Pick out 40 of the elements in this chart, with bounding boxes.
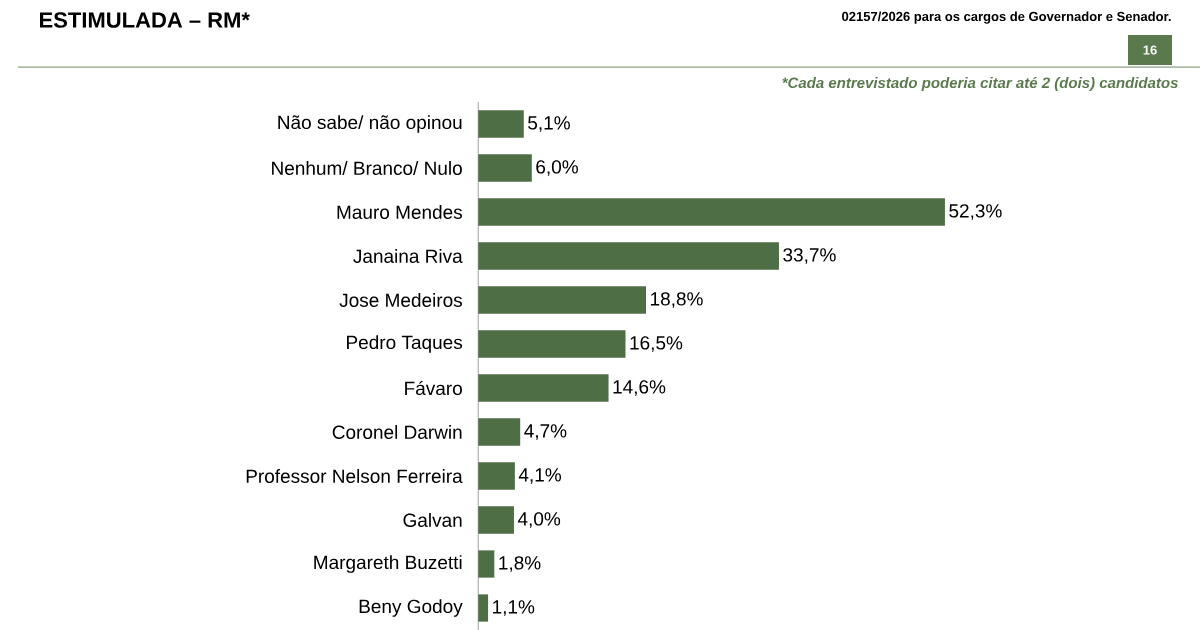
data-label: 5,1% (528, 116, 570, 132)
bar (478, 418, 521, 446)
y-tick-label: Professor Nelson Ferreira (246, 469, 463, 483)
y-tick-label: Beny Godoy (359, 599, 463, 617)
data-label: 52,3% (949, 204, 1002, 220)
data-label: 4,1% (518, 468, 562, 484)
data-label: 14,6% (613, 380, 666, 396)
bar (478, 286, 647, 314)
text: 16 (1143, 45, 1157, 55)
data-label: 18,8% (650, 292, 703, 308)
y-tick-label: Pedro Taques (347, 335, 463, 353)
data-label: 33,7% (783, 248, 836, 264)
data-label: 4,7% (524, 424, 567, 440)
data-label: 16,5% (630, 336, 683, 352)
y-tick-label: Janaina Riva (353, 249, 463, 263)
bar (478, 330, 626, 358)
bar (478, 462, 515, 490)
bar (478, 506, 514, 534)
data-label: 1,1% (493, 600, 535, 616)
bar (478, 242, 779, 270)
text: *Cada entrevistado poderia citar até 2 (dois) candidatos (782, 76, 1178, 92)
y-tick-label: Galvan (403, 513, 462, 527)
bar (478, 198, 945, 226)
bar (478, 374, 609, 402)
text: 02157/2026 para os cargos de Governador e Senador. (842, 11, 1171, 24)
bar (478, 154, 532, 182)
y-tick-label: Jose Medeiros (339, 293, 463, 307)
y-tick-label: Não sabe/ não opinou (278, 115, 462, 133)
y-tick-label: Fávaro (405, 380, 462, 396)
y-tick-label: Nenhum/ Branco/ Nulo (272, 161, 462, 175)
data-label: 4,0% (517, 512, 561, 528)
y-tick-label: Mauro Mendes (337, 205, 463, 219)
y-tick-label: Coronel Darwin (332, 425, 462, 439)
text: ESTIMULADA – RM* (40, 12, 250, 28)
data-label: 6,0% (536, 160, 578, 176)
y-tick-label: Margareth Buzetti (314, 555, 462, 573)
bar (478, 550, 495, 578)
bar (478, 594, 489, 622)
bar (478, 110, 524, 138)
data-label: 1,8% (499, 556, 541, 572)
